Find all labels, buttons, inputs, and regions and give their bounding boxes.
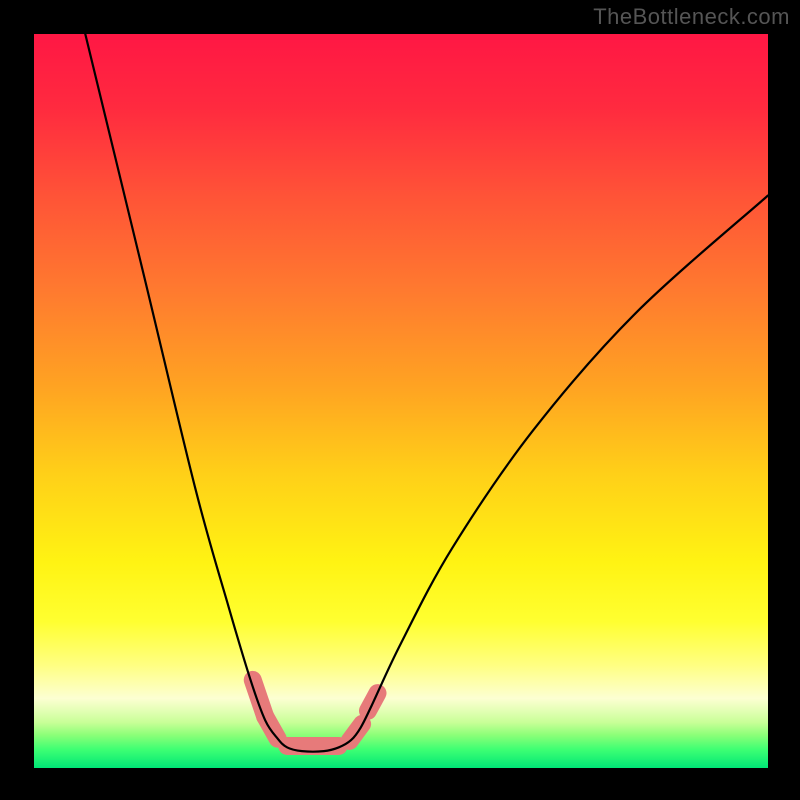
bottleneck-chart xyxy=(34,34,768,768)
outer-frame: TheBottleneck.com xyxy=(0,0,800,800)
watermark-text: TheBottleneck.com xyxy=(593,4,790,30)
gradient-background xyxy=(34,34,768,768)
plot-area xyxy=(34,34,768,768)
